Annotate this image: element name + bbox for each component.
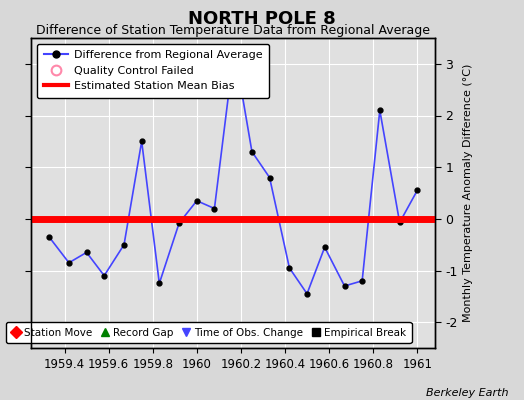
Text: Berkeley Earth: Berkeley Earth <box>426 388 508 398</box>
Title: Difference of Station Temperature Data from Regional Average: Difference of Station Temperature Data f… <box>36 24 430 37</box>
Text: NORTH POLE 8: NORTH POLE 8 <box>188 10 336 28</box>
Legend: Station Move, Record Gap, Time of Obs. Change, Empirical Break: Station Move, Record Gap, Time of Obs. C… <box>6 322 411 343</box>
Y-axis label: Monthly Temperature Anomaly Difference (°C): Monthly Temperature Anomaly Difference (… <box>463 64 473 322</box>
